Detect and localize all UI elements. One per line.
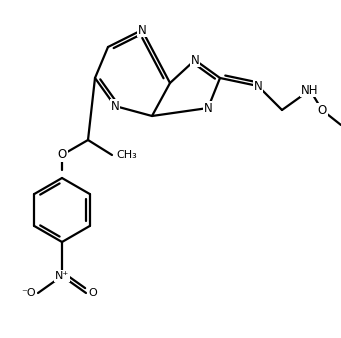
Text: O: O (317, 103, 327, 117)
Text: NH: NH (301, 83, 319, 97)
Text: N: N (138, 24, 146, 37)
Text: N: N (204, 101, 212, 115)
Text: N⁺: N⁺ (55, 271, 69, 281)
Text: N: N (110, 99, 119, 113)
Text: ⁻O: ⁻O (21, 288, 36, 298)
Text: CH₃: CH₃ (116, 150, 137, 160)
Text: N: N (254, 79, 262, 93)
Text: O: O (88, 288, 97, 298)
Text: N: N (191, 53, 199, 67)
Text: O: O (57, 148, 66, 162)
